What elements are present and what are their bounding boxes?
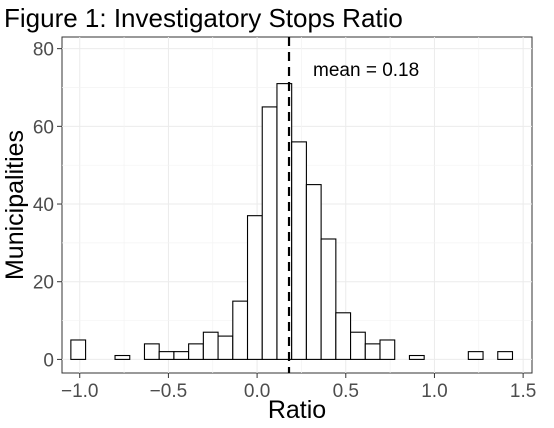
mean-marker: mean = 0.18	[287, 37, 419, 373]
y-tick-label: 20	[33, 273, 54, 294]
histogram-bar	[497, 351, 514, 360]
y-axis: 0 20 40 60 80	[33, 40, 62, 371]
histogram-bar	[173, 351, 190, 360]
histogram-bar	[467, 351, 484, 360]
y-tick-label: 40	[33, 195, 54, 216]
x-tick-label: 0.0	[244, 381, 270, 402]
histogram-bar	[114, 354, 131, 360]
histogram-bar	[246, 215, 263, 360]
histogram-bar	[291, 141, 307, 360]
histogram-bar	[261, 106, 278, 360]
x-tick-label: 1.5	[510, 381, 536, 402]
histogram-bar	[408, 354, 425, 360]
histogram-bars	[70, 83, 514, 360]
mean-label: mean = 0.18	[313, 60, 419, 81]
histogram-bar	[364, 343, 381, 360]
histogram-bar	[188, 343, 204, 360]
y-tick-label: 80	[33, 40, 54, 61]
histogram-bar	[217, 335, 234, 360]
histogram-bar	[202, 331, 219, 360]
histogram-bar	[305, 184, 322, 360]
x-axis-title: Ratio	[268, 396, 326, 424]
histogram-bar	[335, 312, 352, 360]
plot-panel: mean = 0.18	[61, 36, 533, 374]
x-axis: −1.0 −0.5 0.0 0.5 1.0 1.5	[61, 373, 536, 402]
y-axis-title: Municipalities	[1, 130, 29, 280]
histogram-bar	[70, 339, 87, 360]
x-tick-label: 0.5	[333, 381, 359, 402]
y-tick-label: 0	[43, 350, 54, 371]
histogram-bar	[158, 351, 175, 360]
histogram-bar	[379, 339, 396, 360]
x-tick-label: −0.5	[150, 381, 188, 402]
histogram-bar	[350, 331, 366, 360]
histogram-bar	[143, 343, 160, 360]
histogram-bar	[232, 300, 249, 360]
chart-title: Figure 1: Investigatory Stops Ratio	[4, 3, 403, 33]
x-tick-label: 1.0	[421, 381, 447, 402]
histogram-bar	[320, 238, 337, 360]
y-tick-label: 60	[33, 117, 54, 138]
x-tick-label: −1.0	[61, 381, 99, 402]
